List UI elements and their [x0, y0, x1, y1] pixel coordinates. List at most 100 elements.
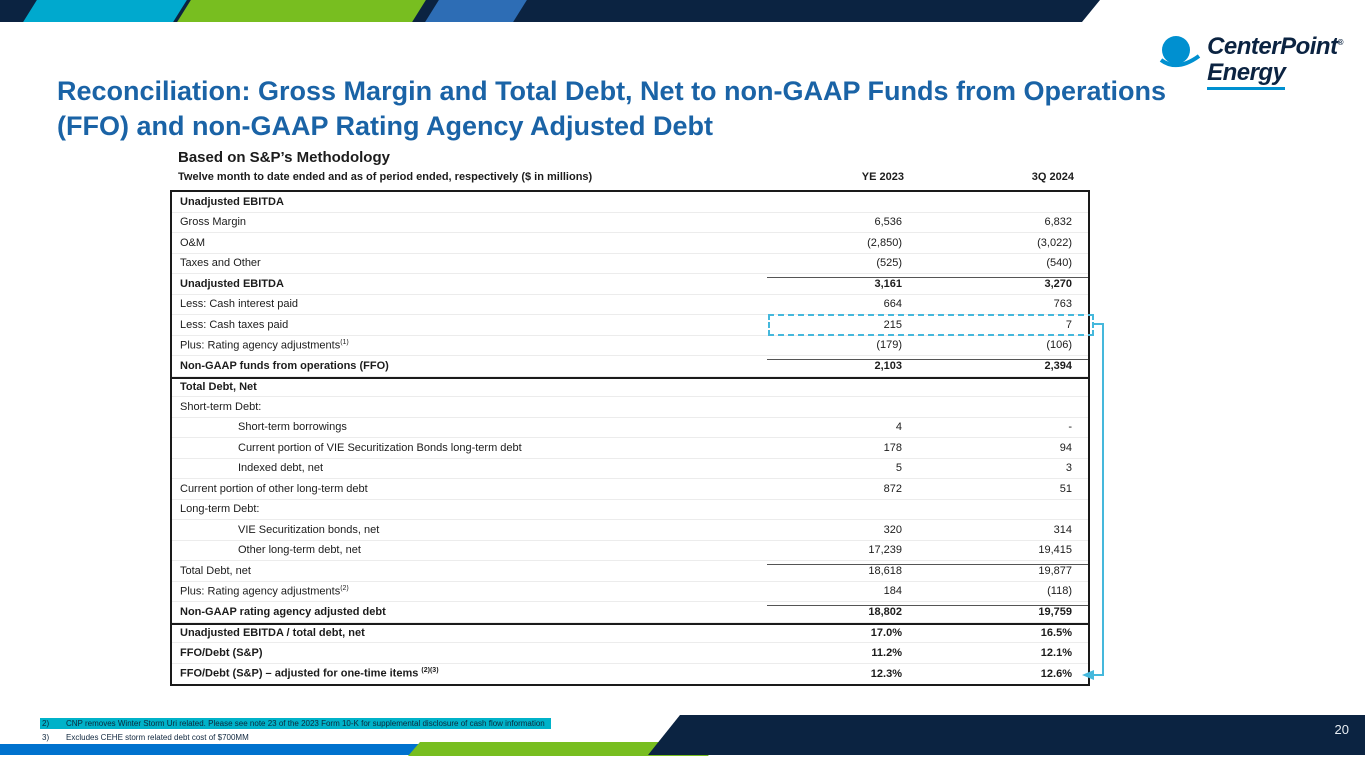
table-row: Plus: Rating agency adjustments(2) 184 (11… — [172, 582, 1088, 602]
row-value-3q2024: 12.1% — [1040, 646, 1072, 659]
row-value-ye2023: 664 — [883, 298, 902, 311]
row-value-ye2023: 18,802 — [767, 605, 902, 618]
row-value-3q2024: 3 — [1065, 462, 1072, 475]
row-value-3q2024: (3,022) — [1037, 236, 1072, 249]
row-value-ye2023: 4 — [895, 421, 902, 434]
table-row: Gross Margin 6,536 6,832 — [172, 213, 1088, 233]
row-value-ye2023: 17,239 — [868, 544, 902, 557]
row-label: Short-term Debt: — [180, 400, 262, 413]
banner-teal-stripe — [23, 0, 187, 22]
table-row: Unadjusted EBITDA — [172, 192, 1088, 213]
footnote-2: 2) CNP removes Winter Storm Uri related.… — [40, 718, 551, 729]
row-label: Indexed debt, net — [238, 462, 324, 475]
row-label: Unadjusted EBITDA / total debt, net — [180, 627, 365, 640]
footnote-2-number: 2) — [42, 719, 50, 728]
row-value-ye2023: 12.3% — [870, 667, 902, 680]
row-value-3q2024: 19,759 — [902, 605, 1088, 618]
row-value-ye2023: (179) — [876, 339, 902, 352]
row-value-3q2024: 7 — [1065, 318, 1072, 331]
row-label: Current portion of other long-term debt — [180, 482, 368, 495]
footer-green-stripe — [408, 742, 720, 756]
connector-line-top — [1094, 323, 1104, 325]
table-row: O&M (2,850) (3,022) — [172, 233, 1088, 254]
row-value-3q2024: (118) — [1047, 585, 1072, 598]
table-header: Twelve month to date ended and as of per… — [170, 171, 1090, 183]
table-row: FFO/Debt (S&P) 11.2% 12.1% — [172, 643, 1088, 664]
row-value-3q2024: (540) — [1046, 257, 1072, 270]
footnote-2-text: CNP removes Winter Storm Uri related. Pl… — [66, 719, 545, 728]
row-label: Long-term Debt: — [180, 503, 260, 516]
table-row: Plus: Rating agency adjustments(1) (179) (… — [172, 336, 1088, 356]
row-label: Other long-term debt, net — [238, 544, 361, 557]
row-value-ye2023: 178 — [883, 441, 902, 454]
row-label: Taxes and Other — [180, 257, 261, 270]
table-row: VIE Securitization bonds, net 320 314 — [172, 520, 1088, 541]
logo-text: CenterPoint® Energy — [1207, 30, 1344, 90]
row-value-ye2023: 215 — [883, 318, 902, 331]
row-value-3q2024: (106) — [1046, 339, 1072, 352]
row-label: Plus: Rating agency adjustments(2) — [180, 584, 349, 598]
row-value-ye2023: 3,161 — [767, 277, 902, 290]
row-value-ye2023: 5 — [895, 462, 902, 475]
table-subtitle: Based on S&P’s Methodology — [178, 149, 390, 166]
table-row: Other long-term debt, net 17,239 19,415 — [172, 541, 1088, 561]
row-value-ye2023: 11.2% — [871, 646, 902, 659]
row-value-ye2023: 872 — [883, 482, 902, 495]
row-value-ye2023: 320 — [883, 523, 902, 536]
page-title: Reconciliation: Gross Margin and Total D… — [57, 74, 1177, 144]
registered-mark: ® — [1337, 38, 1344, 47]
row-label: Less: Cash interest paid — [180, 298, 299, 311]
table-header-label: Twelve month to date ended and as of per… — [178, 171, 593, 183]
connector-line-bottom — [1094, 674, 1104, 676]
row-value-ye2023: 18,618 — [767, 564, 902, 577]
row-value-ye2023: 184 — [883, 585, 902, 598]
table-body: Unadjusted EBITDA Gross Margin 6,536 6,832 O… — [170, 190, 1090, 686]
table-row: Long-term Debt: — [172, 500, 1088, 520]
row-label: Less: Cash taxes paid — [180, 318, 289, 331]
row-label: Unadjusted EBITDA — [180, 277, 284, 290]
row-value-3q2024: 19,877 — [902, 564, 1088, 577]
footnotes: 2) CNP removes Winter Storm Uri related.… — [40, 718, 551, 746]
centerpoint-energy-logo: CenterPoint® Energy — [1157, 30, 1344, 90]
row-value-3q2024: 94 — [1059, 441, 1072, 454]
table-row: Unadjusted EBITDA / total debt, net 17.0%… — [172, 622, 1088, 643]
row-value-3q2024: 6,832 — [1044, 216, 1072, 229]
table-header-col1: YE 2023 — [861, 171, 904, 183]
connector-line-vertical — [1102, 323, 1104, 675]
row-label: FFO/Debt (S&P) – adjusted for one-time i… — [180, 667, 439, 681]
table-header-col2: 3Q 2024 — [1031, 171, 1074, 183]
table-row: Indexed debt, net 5 3 — [172, 459, 1088, 479]
row-value-3q2024: 16.5% — [1040, 627, 1072, 640]
footnote-3-number: 3) — [42, 733, 50, 742]
footer-blue-stripe — [0, 744, 440, 755]
table-row: Less: Cash taxes paid 215 7 — [172, 315, 1088, 336]
table-row: Taxes and Other (525) (540) — [172, 254, 1088, 274]
footnote-3: 3) Excludes CEHE storm related debt cost… — [40, 732, 255, 743]
top-banner — [0, 0, 1365, 22]
banner-green-stripe — [177, 0, 426, 22]
page-number: 20 — [1334, 722, 1349, 737]
row-value-3q2024: 51 — [1059, 482, 1072, 495]
row-label: Non-GAAP rating agency adjusted debt — [180, 605, 386, 618]
page-title-line2: (FFO) and non-GAAP Rating Agency Adjuste… — [57, 111, 713, 141]
row-label: O&M — [180, 236, 206, 249]
table-row: Non-GAAP funds from operations (FFO) 2,10… — [172, 356, 1088, 377]
table-row: Short-term Debt: — [172, 397, 1088, 418]
table-row: FFO/Debt (S&P) – adjusted for one-time i… — [172, 664, 1088, 685]
row-label: Total Debt, net — [180, 564, 251, 577]
row-label: Short-term borrowings — [238, 421, 347, 434]
page-title-line1: Reconciliation: Gross Margin and Total D… — [57, 76, 1167, 106]
row-value-ye2023: 17.0% — [870, 627, 902, 640]
row-label: Gross Margin — [180, 216, 247, 229]
row-value-ye2023: 6,536 — [874, 216, 902, 229]
connector-arrowhead-icon — [1082, 670, 1094, 680]
table-row: Total Debt, Net — [172, 376, 1088, 397]
table-row: Non-GAAP rating agency adjusted debt 18,8… — [172, 602, 1088, 623]
row-label: FFO/Debt (S&P) — [180, 646, 263, 659]
footer-navy-stripe — [648, 715, 1365, 755]
table-row: Current portion of other long-term debt 8… — [172, 479, 1088, 500]
row-label: VIE Securitization bonds, net — [238, 523, 380, 536]
table-row: Short-term borrowings 4 - — [172, 418, 1088, 438]
row-value-3q2024: 19,415 — [1038, 544, 1072, 557]
row-label: Plus: Rating agency adjustments(1) — [180, 338, 349, 352]
